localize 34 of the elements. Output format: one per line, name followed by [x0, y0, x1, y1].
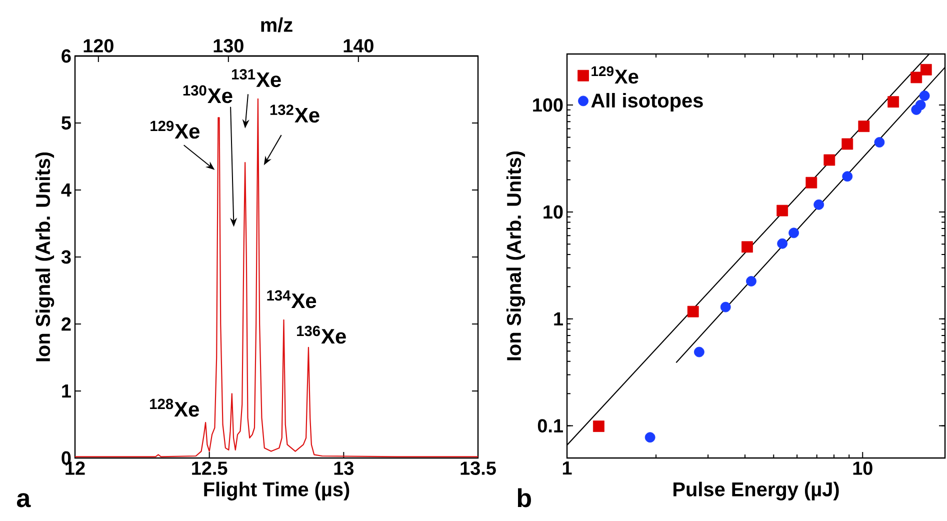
annotation: $^{132}$Xe	[270, 104, 320, 123]
annotation: $^{134}$Xe	[267, 290, 316, 308]
legend-label: All isotopes	[591, 92, 703, 112]
x2-tick-label: 130	[214, 39, 244, 52]
annotation: $^{128}$Xe	[150, 398, 199, 417]
y-axis-title: Ion Signal (Arb. Units)	[506, 151, 526, 360]
y-tick-label: 5	[62, 116, 71, 130]
text: a	[16, 493, 31, 508]
x-axis-title: Pulse Energy (µJ)	[674, 482, 839, 500]
x-tick-label: 12.5	[192, 462, 228, 475]
y-tick-label: 0.1	[538, 419, 563, 433]
y-tick-label: 1	[62, 384, 71, 398]
x2-tick-label: 120	[84, 39, 114, 52]
x2-tick-label: 140	[344, 39, 374, 52]
x-tick-label: 13	[334, 462, 354, 475]
y-tick-label: 4	[61, 183, 72, 197]
legend-label: $^{129}$Xe	[592, 66, 638, 84]
y-tick-label: 6	[62, 49, 71, 63]
y-tick-label: 3	[61, 250, 71, 264]
y-tick-label: 100	[533, 98, 563, 112]
x-tick-label: 10	[853, 462, 872, 475]
y-tick-label: 10	[544, 205, 563, 219]
annotation: $^{130}$Xe	[183, 85, 232, 104]
annotation: $^{131}$Xe	[232, 69, 281, 88]
y-tick-label: 1	[554, 312, 563, 326]
y-axis-title: Ion Signal (Arb. Units)	[35, 152, 54, 362]
x-tick-label: 13.5	[460, 462, 496, 475]
x-axis-title: Flight Time (µs)	[204, 482, 350, 500]
annotation: $^{136}$Xe	[297, 326, 346, 344]
text: b	[518, 488, 531, 508]
annotation: $^{129}$Xe	[150, 120, 200, 139]
x-tick-label: 1	[562, 462, 572, 475]
x2-axis-title: m/z	[261, 17, 292, 32]
y-tick-label: 2	[62, 317, 71, 331]
